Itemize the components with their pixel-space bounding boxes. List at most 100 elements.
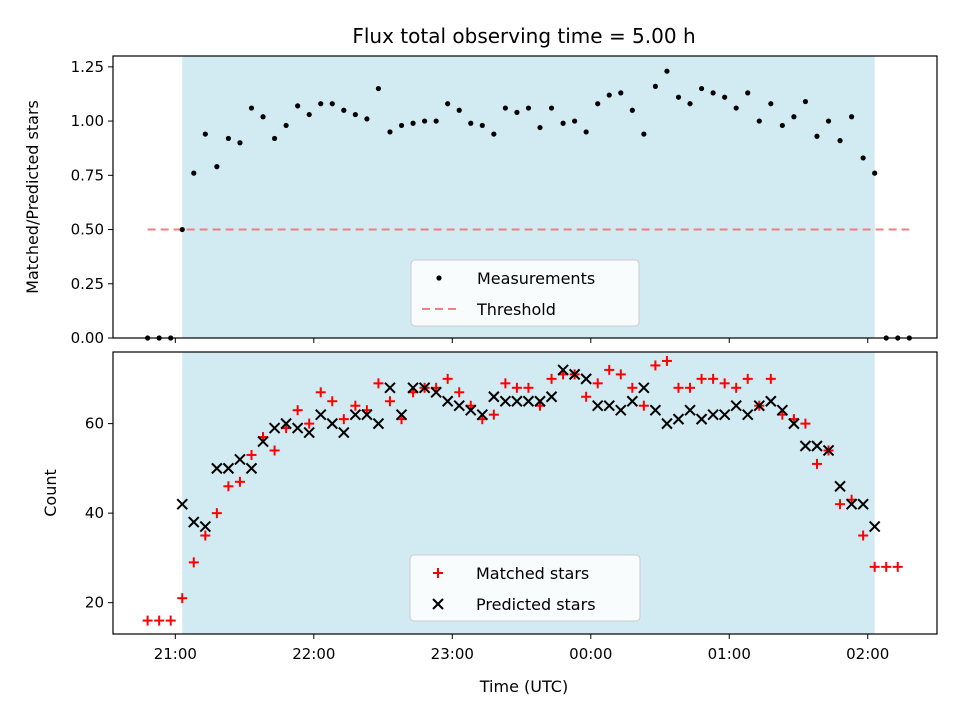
matched-star-point [177, 593, 188, 604]
legend-box [409, 554, 641, 622]
predicted-star-point [626, 395, 639, 407]
measurement-point [191, 170, 197, 176]
matched-star-point [661, 355, 672, 366]
matched-star-point [188, 557, 199, 568]
matched-star-point [892, 561, 903, 572]
predicted-star-point [615, 404, 627, 416]
predicted-star-point [188, 516, 200, 528]
measurement-point [387, 129, 393, 135]
measurement-point [872, 170, 878, 176]
predicted-star-point [799, 440, 812, 452]
predicted-star-point [603, 400, 615, 412]
matched-star-point [223, 481, 234, 492]
matched-star-point [742, 373, 753, 384]
predicted-star-point [822, 444, 835, 457]
predicted-star-point [753, 400, 765, 412]
predicted-star-point [349, 408, 362, 421]
predicted-star-point [499, 395, 512, 407]
measurement-point [779, 122, 785, 129]
predicted-star-point [234, 453, 246, 466]
measurement-point [595, 101, 601, 107]
predicted-star-point [361, 408, 373, 421]
matched-star-point [811, 458, 822, 469]
predicted-star-point [372, 417, 385, 430]
predicted-star-point [395, 408, 408, 421]
predicted-star-point [465, 404, 477, 416]
measurement-point [225, 135, 232, 142]
matched-star-point [696, 373, 707, 384]
count-y-tick-label: 40 [85, 504, 104, 522]
ratio-legend: Measurements Threshold [410, 259, 640, 327]
predicted-star-point [453, 400, 465, 412]
predicted-star-point [338, 426, 350, 439]
predicted-star-point [268, 422, 281, 434]
matched-star-point [615, 369, 626, 380]
predicted-star-point [430, 386, 442, 398]
matched-star-point [200, 530, 211, 541]
predicted-star-point [418, 382, 431, 394]
measurement-point [698, 85, 705, 92]
ratio-y-tick-label: 0.25 [71, 275, 104, 293]
matched-star-point [292, 405, 303, 416]
matched-star-point [384, 396, 395, 407]
measurement-point [329, 101, 335, 107]
legend-label: Measurements [477, 269, 595, 288]
predicted-star-point [845, 498, 858, 510]
matched-star-point [154, 615, 165, 626]
predicted-star-point [638, 382, 650, 394]
predicted-star-point [211, 462, 223, 475]
predicted-star-point [661, 417, 673, 430]
matched-star-point [708, 373, 719, 384]
measurement-point [514, 109, 520, 115]
measurement-point [468, 120, 474, 126]
predicted-star-point [280, 417, 292, 430]
matched-star-point [731, 382, 742, 393]
predicted-star-point [568, 368, 581, 381]
measurement-point [318, 101, 324, 107]
matched-star-point [592, 378, 603, 389]
predicted-star-point [776, 404, 789, 416]
measurement-point [687, 101, 693, 107]
matched-star-point [858, 530, 869, 541]
matched-star-point [500, 378, 511, 389]
measurement-point [629, 107, 635, 113]
measurement-point [248, 105, 255, 111]
matched-star-point [638, 400, 649, 411]
predicted-star-point [684, 404, 696, 416]
matched-star-point [338, 414, 349, 425]
predicted-star-point [811, 440, 823, 452]
measurement-point [722, 94, 728, 100]
measurement-point [283, 122, 289, 129]
matched-star-point [315, 387, 326, 398]
x-tick-label: 22:00 [292, 645, 335, 663]
matched-star-point [800, 418, 811, 429]
matched-star-point [881, 561, 892, 572]
ratio-y-tick-label: 0.50 [71, 221, 104, 239]
measurement-point [202, 131, 208, 137]
matched-star-point [142, 615, 153, 626]
matched-star-point [869, 561, 880, 572]
ratio-panel: 0.00 0.25 0.50 0.75 1.00 1.25 Matched/Predict… [23, 55, 938, 347]
measurement-point [271, 135, 278, 142]
predicted-star-point [303, 426, 315, 439]
predicted-star-point [557, 364, 569, 376]
matched-star-point [581, 391, 592, 402]
predicted-star-point [718, 408, 731, 421]
matched-star-point [719, 378, 730, 389]
measurement-point [375, 85, 382, 92]
measurement-point [837, 138, 843, 144]
legend-label: Threshold [476, 300, 556, 319]
predicted-star-point [580, 373, 592, 385]
count-panel: 20 40 60 21:00 22:00 23:00 00:00 01:00 02:00 Co… [41, 351, 938, 696]
matched-star-point [546, 373, 557, 384]
measurement-point [491, 131, 497, 137]
predicted-star-point [591, 400, 604, 412]
measurement-point [179, 226, 185, 233]
measurement-point [237, 140, 243, 146]
chart-title: Flux total observing time = 5.00 h [352, 24, 695, 48]
measurement-point [398, 122, 405, 129]
predicted-star-point [545, 391, 558, 403]
matched-star-point [765, 373, 776, 384]
predicted-star-point [315, 408, 327, 421]
measurement-point [445, 101, 451, 107]
